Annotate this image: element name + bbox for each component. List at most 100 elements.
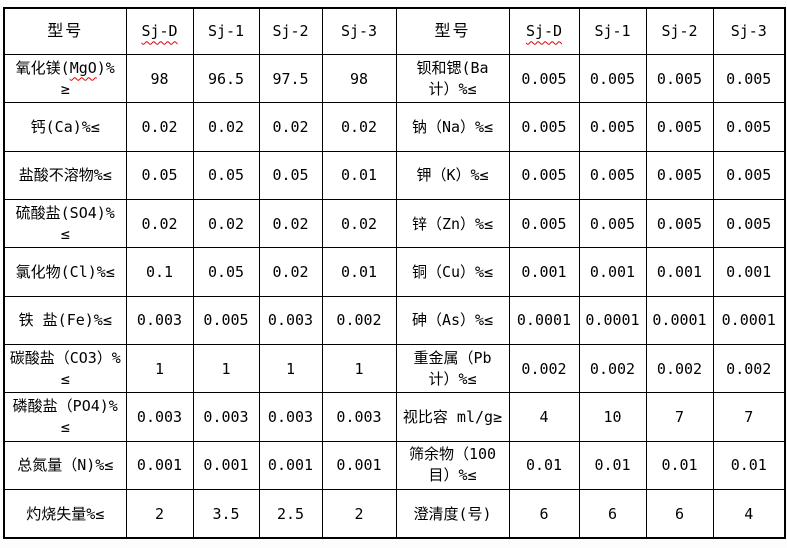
cell-value: 0.01	[321, 247, 397, 297]
table-row-mgo-ba: 氧化镁(MgO)% ≥ 98 96.5 97.5 98 钡和锶(Ba 计）%≤ …	[3, 53, 786, 104]
cell-value: 0.005	[645, 150, 714, 200]
cell-value: 0.005	[508, 198, 580, 249]
table-row-co3-pb: 碳酸盐（CO3）% ≤ 1 1 1 1 重金属（Pb 计）%≤ 0.002 0.…	[3, 343, 786, 394]
cell-value: 0.05	[258, 150, 323, 200]
table-row-fe-as: 铁 盐(Fe)%≤ 0.003 0.005 0.003 0.002 砷（As）%…	[3, 295, 786, 346]
cell-value: 0.0001	[578, 295, 647, 346]
cell-value: 0.001	[712, 247, 786, 297]
cell-value: 0.002	[321, 295, 397, 346]
cell-value: 0.005	[508, 150, 580, 200]
cell-value: 3.5	[192, 489, 260, 539]
cell-value: 0.005	[645, 198, 714, 249]
table-row-po4-bulkvolume: 磷酸盐（PO4)% ≤ 0.003 0.003 0.003 0.003 视比容 …	[3, 392, 786, 442]
column-header-sj1-left: Sj-1	[192, 7, 260, 55]
cell-value: 0.1	[125, 247, 194, 297]
row-label: 锌（Zn）%≤	[395, 198, 510, 249]
cell-value: 0.003	[125, 392, 194, 442]
column-header-sj1-right: Sj-1	[578, 7, 647, 55]
cell-value: 4	[712, 489, 786, 539]
row-label-line: 碳酸盐（CO3）%	[9, 348, 121, 367]
row-label: 铁 盐(Fe)%≤	[3, 295, 127, 346]
cell-value: 6	[645, 489, 714, 539]
table-row-cl-cu: 氯化物(Cl)%≤ 0.1 0.05 0.02 0.01 铜（Cu）%≤ 0.0…	[3, 247, 786, 297]
cell-value: 0.005	[578, 102, 647, 152]
cell-value: 0.003	[321, 392, 397, 442]
column-header-sj3-right: Sj-3	[712, 7, 786, 55]
table-row-insoluble-k: 盐酸不溶物%≤ 0.05 0.05 0.05 0.01 钾（K）%≤ 0.005…	[3, 150, 786, 200]
table-header-row: 型号 Sj-D Sj-1 Sj-2 Sj-3 型号 Sj-D Sj-1 Sj-2…	[3, 7, 786, 55]
cell-value: 0.02	[258, 247, 323, 297]
cell-value: 0.003	[192, 392, 260, 442]
cell-value: 0.005	[712, 53, 786, 104]
cell-value: 2	[321, 489, 397, 539]
cell-value: 0.005	[712, 198, 786, 249]
table-row-so4-zn: 硫酸盐(SO4)% ≤ 0.02 0.02 0.02 0.02 锌（Zn）%≤ …	[3, 198, 786, 249]
cell-value: 0.001	[258, 440, 323, 491]
cell-value: 0.002	[712, 343, 786, 394]
row-label: 硫酸盐(SO4)% ≤	[3, 198, 127, 249]
cell-value: 0.01	[645, 440, 714, 491]
cell-value: 0.005	[578, 198, 647, 249]
cell-value: 1	[192, 343, 260, 394]
cell-value: 1	[258, 343, 323, 394]
row-label: 碳酸盐（CO3）% ≤	[3, 343, 127, 394]
row-label-line: 计）%≤	[428, 79, 477, 98]
row-label-line: 钡和锶(Ba	[416, 58, 489, 77]
cell-value: 0.02	[321, 198, 397, 249]
cell-value: 0.0001	[712, 295, 786, 346]
row-label-symbol: ≤	[60, 369, 70, 388]
cell-value: 0.002	[508, 343, 580, 394]
cell-value: 97.5	[258, 53, 323, 104]
cell-value: 4	[508, 392, 580, 442]
row-label: 盐酸不溶物%≤	[3, 150, 127, 200]
cell-value: 0.05	[192, 150, 260, 200]
column-header-sj2-right: Sj-2	[645, 7, 714, 55]
cell-value: 0.005	[645, 102, 714, 152]
cell-value: 0.02	[192, 198, 260, 249]
row-label: 钾（K）%≤	[395, 150, 510, 200]
row-label-line: 磷酸盐（PO4)%	[12, 397, 118, 416]
cell-value: 0.01	[508, 440, 580, 491]
column-header-sj3-left: Sj-3	[321, 7, 397, 55]
row-label: 砷（As）%≤	[395, 295, 510, 346]
row-label: 钠（Na）%≤	[395, 102, 510, 152]
cell-value: 0.003	[258, 392, 323, 442]
cell-value: 7	[645, 392, 714, 442]
cell-value: 7	[712, 392, 786, 442]
row-label: 铜（Cu）%≤	[395, 247, 510, 297]
cell-value: 0.005	[712, 102, 786, 152]
cell-value: 0.0001	[508, 295, 580, 346]
row-label-part: 氧化镁(	[15, 58, 70, 77]
row-label-line: 计）%≤	[428, 369, 477, 388]
cell-value: 0.005	[712, 150, 786, 200]
cell-value: 0.01	[578, 440, 647, 491]
row-label-line: 目）%≤	[428, 466, 477, 485]
row-label-part: )%	[96, 58, 115, 77]
column-header-sjd-right: Sj-D	[508, 7, 580, 55]
cell-value: 0.002	[645, 343, 714, 394]
cell-value: 0.02	[125, 198, 194, 249]
row-label: 灼烧失量%≤	[3, 489, 127, 539]
cell-value: 0.001	[508, 247, 580, 297]
row-label: 氯化物(Cl)%≤	[3, 247, 127, 297]
row-label-symbol: ≤	[60, 224, 70, 243]
cell-value: 0.005	[578, 150, 647, 200]
cell-value: 6	[508, 489, 580, 539]
row-label: 视比容 ml/g≥	[395, 392, 510, 442]
cell-value: 0.005	[578, 53, 647, 104]
cell-value: 0.001	[578, 247, 647, 297]
table-row-n-sieve: 总氮量（N)%≤ 0.001 0.001 0.001 0.001 筛余物（100…	[3, 440, 786, 491]
cell-value: 2.5	[258, 489, 323, 539]
row-label-symbol: ≥	[60, 79, 70, 98]
row-label: 钙(Ca)%≤	[3, 102, 127, 152]
row-label: 总氮量（N)%≤	[3, 440, 127, 491]
column-header-model-left: 型号	[3, 7, 127, 55]
cell-value: 0.02	[258, 102, 323, 152]
row-label-line: 硫酸盐(SO4)%	[15, 203, 115, 222]
table-row-ca-na: 钙(Ca)%≤ 0.02 0.02 0.02 0.02 钠（Na）%≤ 0.00…	[3, 102, 786, 152]
cell-value: 0.001	[192, 440, 260, 491]
cell-value: 0.003	[125, 295, 194, 346]
column-header-sjd-left: Sj-D	[125, 7, 194, 55]
row-label: 澄清度(号)	[395, 489, 510, 539]
column-header-sj2-left: Sj-2	[258, 7, 323, 55]
